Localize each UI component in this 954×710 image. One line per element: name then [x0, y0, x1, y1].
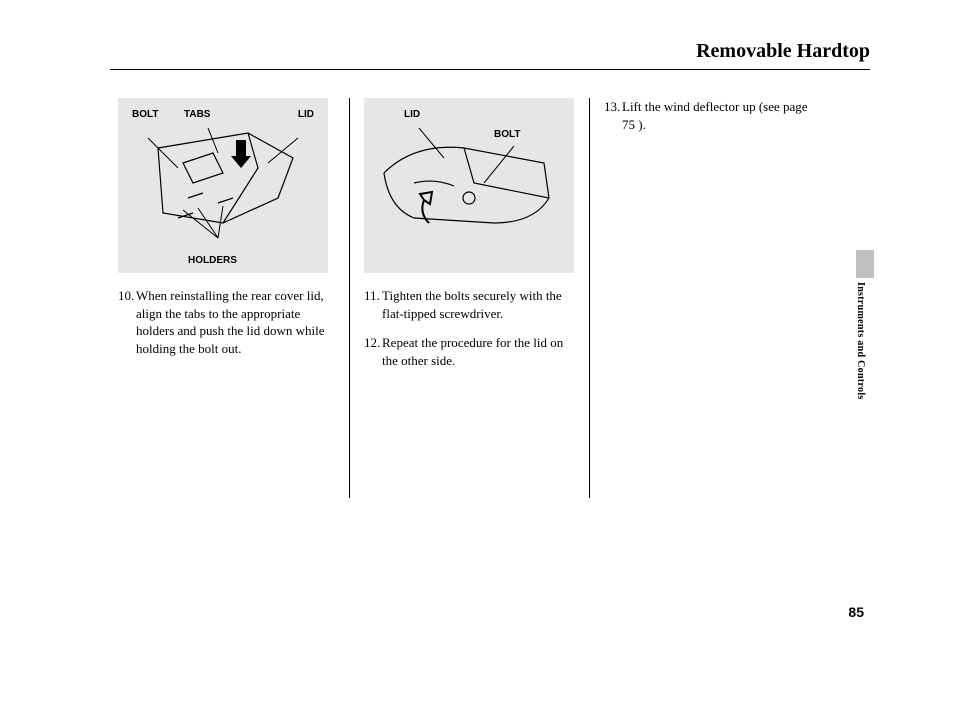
figure-2-lineart [374, 128, 564, 243]
step-11: 11. Tighten the bolts securely with the … [364, 287, 575, 322]
step-12-num: 12. [364, 334, 382, 369]
page-title: Removable Hardtop [110, 40, 870, 63]
fig1-label-lid: LID [298, 108, 314, 122]
fig2-label-lid: LID [404, 108, 420, 122]
step-12: 12. Repeat the procedure for the lid on … [364, 334, 575, 369]
figure-2: LID BOLT [364, 98, 574, 273]
manual-page: Removable Hardtop BOLT TABS LID HOLDERS [110, 40, 870, 498]
step-13: 13. Lift the wind deflector up (see page… [604, 98, 822, 133]
step-11-num: 11. [364, 287, 382, 322]
step-13-text: Lift the wind deflector up (see page 75 … [622, 98, 822, 133]
page-number: 85 [848, 604, 864, 620]
figure-1: BOLT TABS LID HOLDERS [118, 98, 328, 273]
step-10-num: 10. [118, 287, 136, 357]
column-3: 13. Lift the wind deflector up (see page… [590, 98, 830, 498]
column-1: BOLT TABS LID HOLDERS [110, 98, 350, 498]
section-label: Instruments and Controls [855, 282, 866, 400]
fig1-label-tabs: TABS [184, 108, 210, 122]
fig1-label-bolt: BOLT [132, 108, 158, 122]
step-10-text: When reinstalling the rear cover lid, al… [136, 287, 335, 357]
step-13-num: 13. [604, 98, 622, 133]
figure-1-lineart [128, 128, 318, 243]
column-2: LID BOLT 11. [350, 98, 590, 498]
fig1-label-holders: HOLDERS [188, 254, 237, 268]
step-10: 10. When reinstalling the rear cover lid… [118, 287, 335, 357]
step-11-text: Tighten the bolts securely with the flat… [382, 287, 575, 322]
content-columns: BOLT TABS LID HOLDERS [110, 98, 870, 498]
title-row: Removable Hardtop [110, 40, 870, 70]
section-tab [856, 250, 874, 278]
step-12-text: Repeat the procedure for the lid on the … [382, 334, 575, 369]
